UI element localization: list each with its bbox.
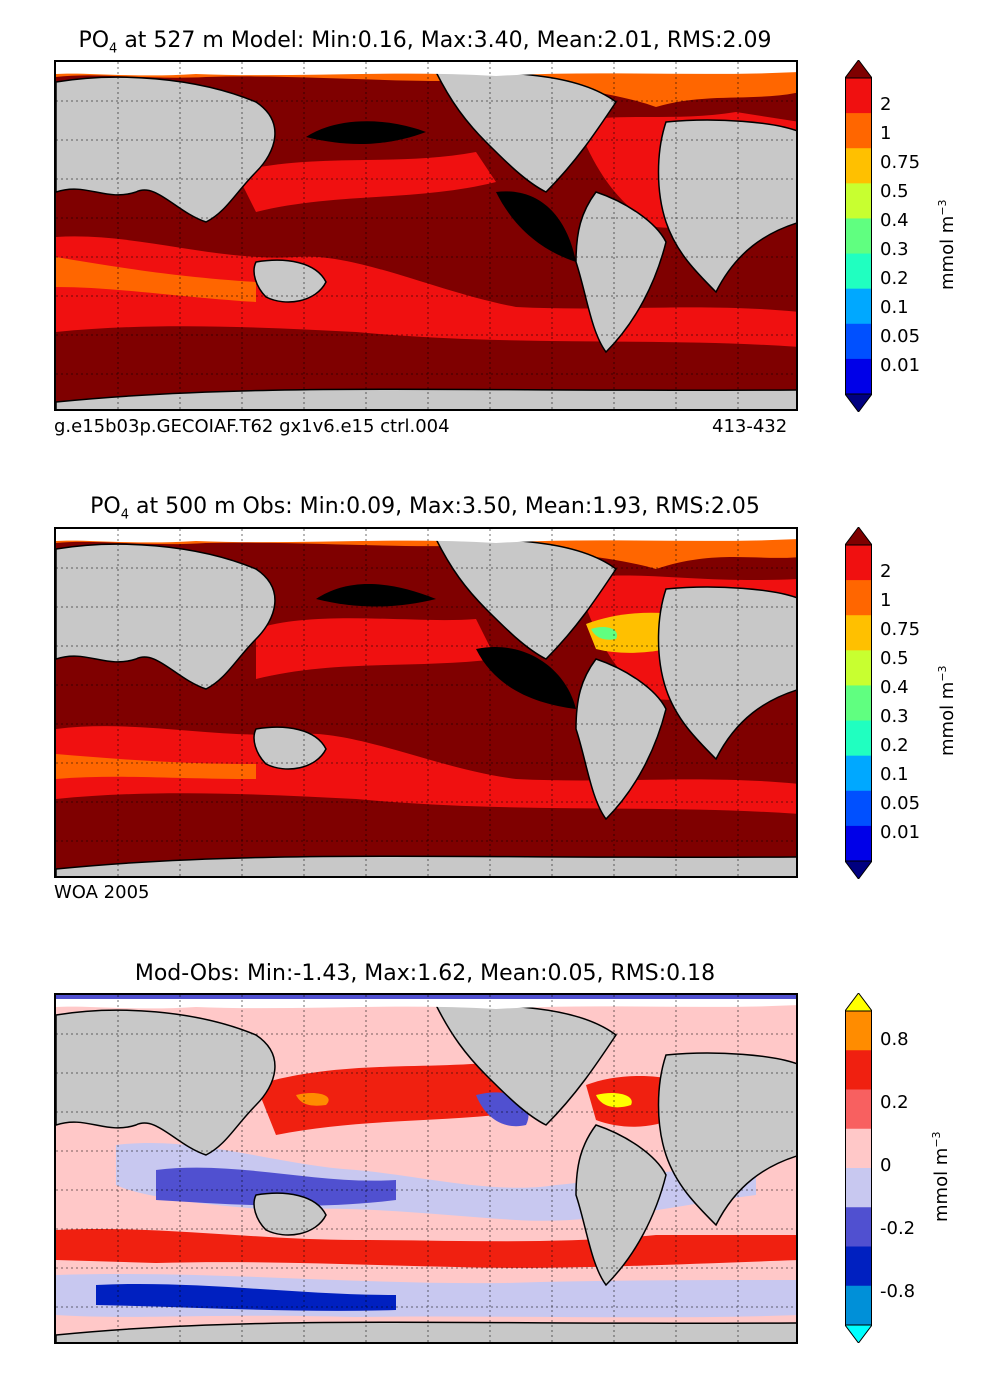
colorbar-tick-label: 2 [880,561,892,582]
colorbar-tick-label: 0.2 [880,1092,909,1113]
colorbar-segment [845,720,872,757]
colorbar-tick-label: 1 [880,590,892,611]
colorbar-tick-label: 0.5 [880,181,909,202]
panel-2-map [54,527,798,878]
colorbar-extend-bottom [845,393,872,412]
colorbar-tick-label: 0.01 [880,355,921,376]
colorbar-segment [845,323,872,360]
colorbar-tick-label: 0.75 [880,619,921,640]
colorbar-segment [845,183,872,219]
colorbar-segment [845,1285,872,1326]
colorbar-tick-label: 2 [880,94,892,115]
colorbar-tick-label: 0.05 [880,793,921,814]
colorbar-extend-top [845,527,872,546]
panel-2-colorbar [845,527,872,879]
colorbar-tick-label: 0.05 [880,326,921,347]
panel-1-year-range: 413-432 [712,416,788,437]
colorbar-segment [845,580,872,616]
panel-1-map [54,60,798,411]
colorbar-tick-label: 0.75 [880,152,921,173]
colorbar-segment [845,790,872,827]
colorbar-segment [845,615,872,651]
panel-2-source: WOA 2005 [54,882,150,903]
colorbar-segment [845,685,872,722]
panel-3-title: Mod-Obs: Min:-1.43, Max:1.62, Mean:0.05,… [134,961,716,986]
colorbar-tick-label: 0.1 [880,764,909,785]
colorbar-tick-label: 0.01 [880,822,921,843]
panel-3-colorbar [845,993,872,1343]
colorbar-tick-label: 0.4 [880,677,909,698]
colorbar-tick-label: 0.8 [880,1029,909,1050]
colorbar-segment [845,545,872,581]
colorbar-extend-top [845,993,872,1012]
panel-1-title: PO4 at 527 m Model: Min:0.16, Max:3.40, … [78,28,772,57]
colorbar-extend-top [845,60,872,79]
colorbar-segment [845,358,872,395]
colorbar-tick-label: 0.2 [880,735,909,756]
colorbar-extend-bottom [845,1324,872,1343]
colorbar-tick-label: -0.2 [880,1218,916,1239]
colorbar-extend-bottom [845,860,872,879]
colorbar-segment [845,253,872,290]
panel-1-case-name: g.e15b03p.GECOIAF.T62 gx1v6.e15 ctrl.004 [54,416,450,437]
panel-3-colorbar-unit: mmol m−3 [930,1131,952,1222]
colorbar-segment [845,825,872,862]
colorbar-tick-label: 1 [880,123,892,144]
colorbar-segment [845,1168,872,1208]
panel-1-colorbar [845,60,872,412]
colorbar-segment [845,218,872,255]
colorbar-tick-label: 0.1 [880,297,909,318]
colorbar-segment [845,1089,872,1130]
colorbar-tick-label: -0.8 [880,1281,916,1302]
colorbar-segment [845,288,872,325]
colorbar-tick-label: 0.5 [880,648,909,669]
colorbar-segment [845,148,872,184]
colorbar-tick-label: 0.3 [880,706,909,727]
colorbar-tick-label: 0.4 [880,210,909,231]
colorbar-segment [845,650,872,686]
colorbar-segment [845,1050,872,1090]
panel-2-colorbar-unit: mmol m−3 [936,665,958,756]
colorbar-segment [845,1207,872,1247]
panel-2-title: PO4 at 500 m Obs: Min:0.09, Max:3.50, Me… [90,494,760,523]
colorbar-tick-label: 0.2 [880,268,909,289]
colorbar-segment [845,1128,872,1169]
colorbar-tick-label: 0.3 [880,239,909,260]
panel-1-colorbar-unit: mmol m−3 [936,199,958,290]
colorbar-segment [845,113,872,149]
colorbar-segment [845,1246,872,1287]
panel-3-map [54,993,798,1344]
colorbar-segment [845,755,872,792]
colorbar-tick-label: 0 [880,1155,892,1176]
colorbar-segment [845,1011,872,1051]
colorbar-segment [845,78,872,114]
